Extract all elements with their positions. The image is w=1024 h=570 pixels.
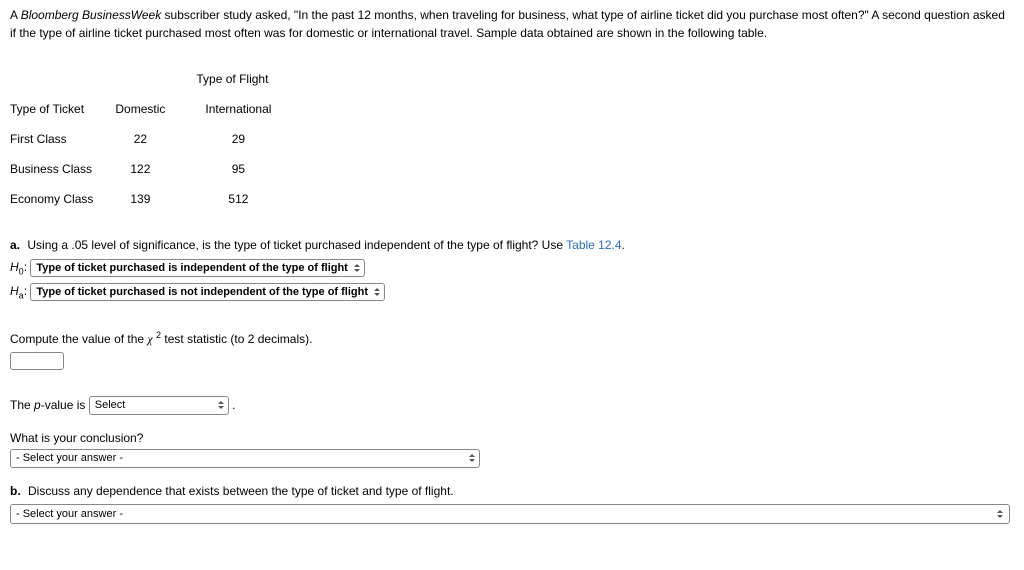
- pvalue-select[interactable]: Select: [89, 396, 229, 414]
- intro-paragraph: A Bloomberg BusinessWeek subscriber stud…: [10, 6, 1014, 42]
- conclusion-select[interactable]: - Select your answer -: [10, 449, 480, 467]
- part-b-question: b. Discuss any dependence that exists be…: [10, 482, 1014, 500]
- pvalue-row: The p-value is Select .: [10, 396, 1014, 415]
- table-row: Business Class 122 95: [10, 154, 311, 184]
- h0-select[interactable]: Type of ticket purchased is independent …: [30, 259, 365, 277]
- ha-row: Ha: Type of ticket purchased is not inde…: [10, 282, 1014, 303]
- table-row: Economy Class 139 512: [10, 184, 311, 214]
- col-ticket-header: Type of Ticket: [10, 94, 115, 124]
- table-link[interactable]: Table 12.4: [566, 238, 621, 252]
- col-domestic-header: Domestic: [115, 94, 205, 124]
- chi-square-input[interactable]: [10, 352, 64, 370]
- h0-row: H0: Type of ticket purchased is independ…: [10, 258, 1014, 279]
- part-b-select[interactable]: - Select your answer -: [10, 504, 1010, 525]
- ha-select[interactable]: Type of ticket purchased is not independ…: [30, 283, 385, 301]
- compute-prompt: Compute the value of the χ 2 test statis…: [10, 329, 1014, 348]
- table-row: First Class 22 29: [10, 124, 311, 154]
- part-a-question: a. Using a .05 level of significance, is…: [10, 236, 1014, 254]
- flight-header: Type of Flight: [115, 64, 311, 94]
- conclusion-question: What is your conclusion?: [10, 429, 1014, 447]
- col-international-header: International: [205, 94, 311, 124]
- data-table: Type of Flight Type of Ticket Domestic I…: [10, 64, 1014, 214]
